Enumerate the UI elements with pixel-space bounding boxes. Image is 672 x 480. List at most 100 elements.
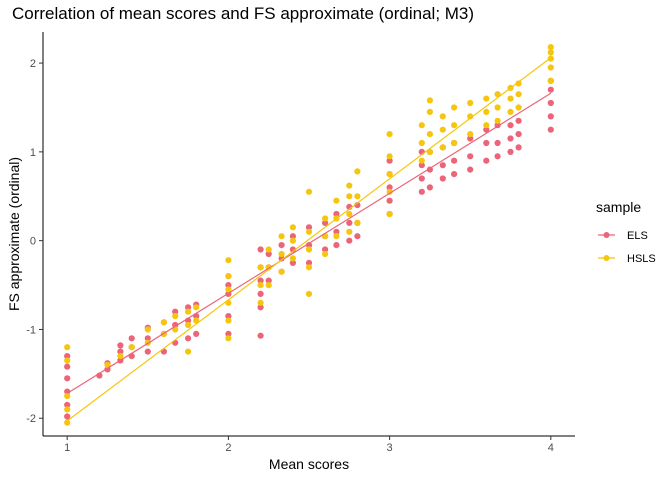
hsls-point [467, 113, 474, 120]
hsls-point [354, 168, 361, 175]
hsls-point [225, 257, 232, 264]
hsls-point [494, 91, 501, 98]
hsls-point [483, 122, 490, 129]
hsls-point [386, 171, 393, 178]
els-point [257, 246, 264, 253]
chart-title: Correlation of mean scores and FS approx… [12, 4, 474, 23]
hsls-point [515, 91, 522, 98]
els-point [322, 246, 329, 253]
hsls-point [354, 193, 361, 200]
els-point [289, 233, 296, 240]
els-point [494, 139, 501, 147]
hsls-point [346, 210, 353, 218]
hsls-point [494, 117, 501, 124]
els-point [225, 330, 232, 337]
y-axis-title: FS approximate (ordinal) [6, 157, 22, 311]
hsls-point [386, 188, 393, 195]
hsls-point [64, 357, 71, 364]
hsls-point [515, 104, 522, 111]
els-point [257, 304, 264, 311]
hsls-point [193, 304, 200, 311]
hsls-point [494, 104, 501, 111]
hsls-point [265, 246, 272, 253]
els-point [265, 277, 272, 284]
els-point [64, 401, 71, 408]
els-point [346, 219, 353, 226]
els-point [467, 135, 474, 142]
x-tick-label: 1 [64, 442, 70, 454]
hsls-point [305, 246, 313, 253]
hsls-point [289, 224, 296, 231]
hsls-point [305, 264, 313, 271]
els-point [418, 162, 425, 169]
els-point [305, 242, 313, 249]
els-point [144, 335, 151, 342]
hsls-point [257, 264, 264, 271]
hsls-point [418, 122, 425, 129]
els-point [483, 157, 490, 164]
els-point [64, 388, 71, 395]
hsls-point [305, 228, 313, 235]
y-axis-ticks: -2 -1 0 1 2 [26, 58, 43, 425]
els-point [547, 113, 554, 120]
els-point [257, 277, 264, 284]
hsls-point [547, 49, 554, 56]
els-point [483, 139, 490, 147]
hsls-point [185, 321, 192, 329]
els-point [64, 413, 71, 420]
els-point [225, 313, 232, 320]
els-point [278, 242, 285, 249]
els-point [451, 157, 458, 164]
els-point [515, 131, 522, 138]
els-point [386, 197, 393, 204]
els-point [507, 135, 514, 142]
hsls-point [265, 282, 272, 289]
hsls-point [128, 344, 135, 351]
hsls-point [333, 197, 340, 204]
els-point [346, 237, 353, 244]
legend-els-label: ELS [627, 230, 648, 242]
hsls-point [257, 299, 264, 306]
els-point [333, 228, 340, 235]
hsls-point [418, 157, 425, 164]
els-point [305, 259, 313, 266]
els-point [386, 157, 393, 164]
els-point [64, 353, 71, 360]
els-point [289, 246, 296, 253]
hsls-point [346, 193, 353, 200]
hsls-point [225, 299, 232, 306]
hsls-point [225, 273, 232, 280]
hsls-point [278, 233, 285, 240]
hsls-point [257, 282, 264, 289]
els-point [439, 162, 446, 169]
els-point [305, 224, 313, 231]
hsls-point [322, 250, 329, 258]
x-axis-ticks: 1 2 3 4 [64, 436, 554, 454]
hsls-point [172, 313, 179, 320]
els-point [515, 144, 522, 151]
hsls-fit-line [66, 57, 552, 422]
hsls-point [451, 104, 458, 111]
hsls-point [333, 233, 340, 240]
els-point [64, 375, 71, 382]
hsls-point [467, 99, 474, 107]
hsls-point [305, 290, 313, 297]
hsls-point [386, 153, 393, 160]
hsls-point [64, 392, 71, 400]
els-point [117, 342, 124, 349]
x-tick-label: 3 [387, 442, 393, 454]
hsls-point [547, 55, 554, 62]
hsls-point [346, 228, 353, 235]
hsls-point [426, 108, 433, 115]
hsls-point [346, 182, 353, 189]
els-point [128, 335, 135, 342]
hsls-point [418, 139, 425, 147]
els-point [451, 171, 458, 178]
els-point [289, 259, 296, 266]
hsls-point [64, 419, 71, 426]
legend: sample ELS HSLS [596, 199, 656, 265]
els-point [439, 175, 446, 182]
els-point [515, 117, 522, 124]
hsls-point [507, 108, 514, 115]
